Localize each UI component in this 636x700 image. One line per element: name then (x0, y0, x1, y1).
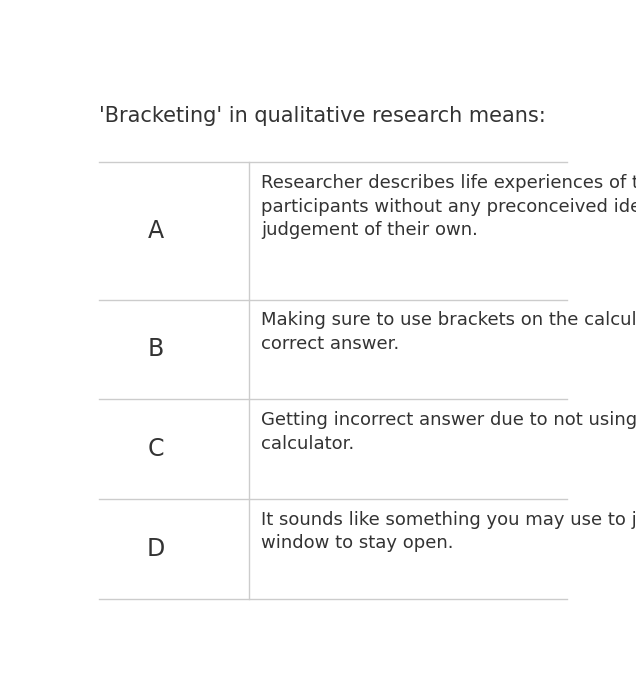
Text: 'Bracketing' in qualitative research means:: 'Bracketing' in qualitative research mea… (99, 106, 546, 125)
Text: Making sure to use brackets on the calculator to get
correct answer.: Making sure to use brackets on the calcu… (261, 312, 636, 353)
Text: Researcher describes life experiences of the study
participants without any prec: Researcher describes life experiences of… (261, 174, 636, 239)
Text: D: D (147, 537, 165, 561)
Text: It sounds like something you may use to jam the door or
window to stay open.: It sounds like something you may use to … (261, 511, 636, 552)
Text: B: B (148, 337, 164, 361)
Text: Getting incorrect answer due to not using brackets on the
calculator.: Getting incorrect answer due to not usin… (261, 411, 636, 453)
Text: C: C (148, 438, 164, 461)
Text: A: A (148, 219, 164, 243)
